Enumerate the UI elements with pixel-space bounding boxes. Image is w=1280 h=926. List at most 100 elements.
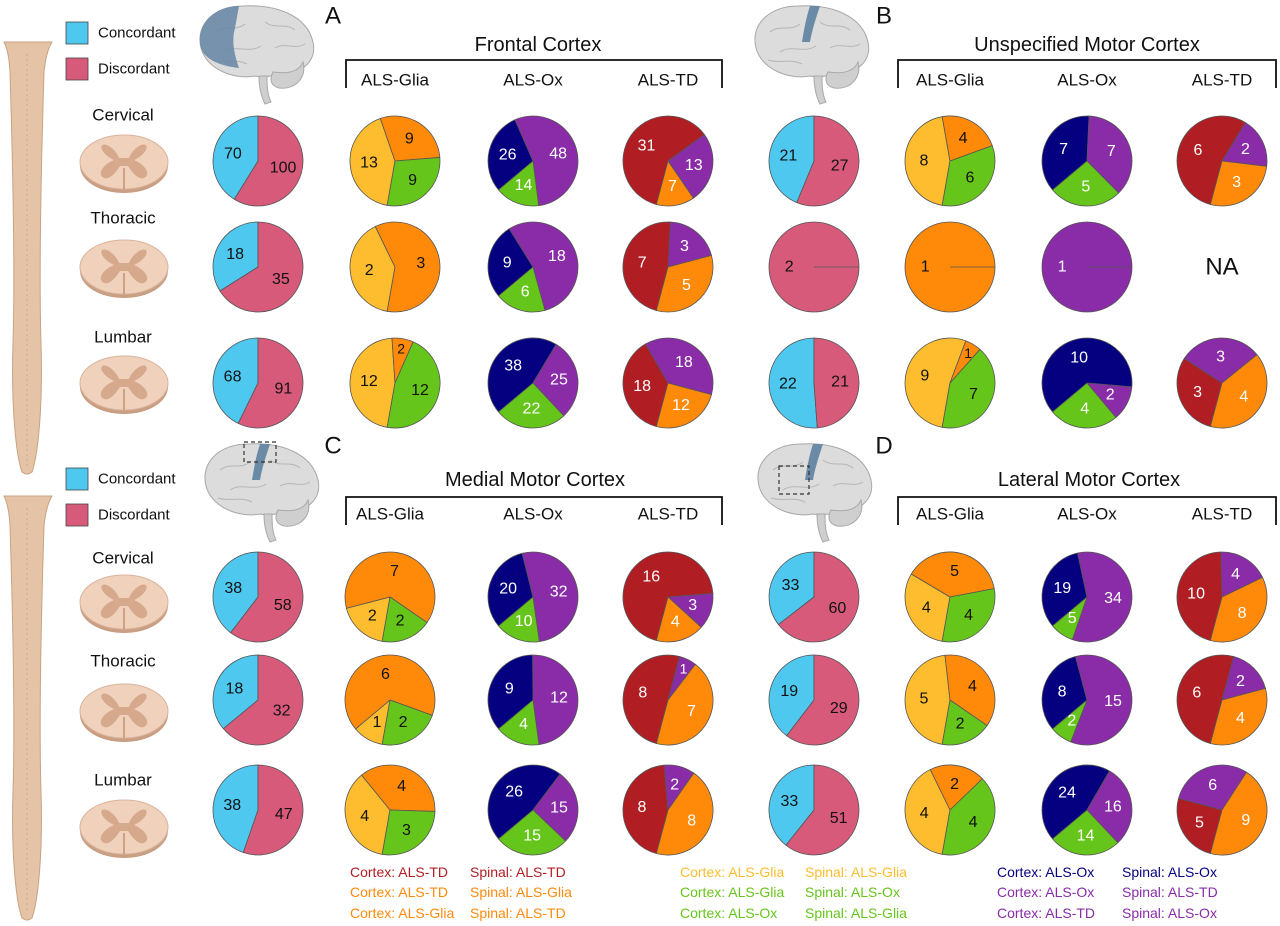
pie-value: 60 [829,600,847,617]
legend-cortex-label: Cortex: ALS-TD [350,884,448,900]
section-commissure [119,158,129,166]
spinal-cross-section [79,134,169,193]
brain-fold [770,497,806,503]
pie-value: 16 [642,568,660,585]
row-label: Cervical [92,106,153,125]
brain-stem [816,513,830,543]
section-commissure [119,823,129,831]
pie-slice [222,654,304,746]
pie-value: 12 [550,690,568,707]
pie-value: 91 [275,380,293,397]
legend-cortex-label: Cortex: ALS-Glia [350,905,454,921]
column-header: ALS-TD [638,71,698,90]
subtype-pie-glia: 1 6 2 [344,654,436,746]
concordance-pie: 33 60 [768,551,860,643]
legend-spinal-label: Spinal: ALS-Glia [805,905,907,921]
subtype-pie-td: 31 13 7 [622,115,714,207]
spinal-cross-section [79,574,169,633]
pie-value: 6 [1194,142,1203,159]
pie-value: 27 [831,158,849,175]
pie-value: 16 [1104,798,1122,815]
subtype-pie-ox: 38 25 22 [487,337,579,429]
legend-spinal-label: Spinal: ALS-TD [470,864,566,880]
pie-slice [1041,337,1133,413]
pie-slice [1041,552,1088,627]
brain-cerebellum [825,60,860,89]
pie-slice [498,809,566,856]
pie-value: 6 [1192,685,1201,702]
pie-value: 6 [521,283,530,300]
pie-value: 8 [687,813,696,830]
pie-slice [941,778,996,856]
brain-illustrations [199,5,873,543]
pie-value: 4 [920,805,929,822]
legend-cortex-label: Cortex: ALS-Ox [680,905,777,921]
section-commissure [119,263,129,271]
pie-value: 7 [1059,141,1068,158]
header-bracket [345,496,723,525]
pie-slice [532,773,579,842]
legend-spinal-label: Spinal: ALS-Glia [805,864,907,880]
pie-value: 7 [1107,143,1116,160]
pie-slice [655,160,694,207]
pie-slice [514,115,579,207]
panel-b: B Unspecified Motor Cortex ALS-Glia ALS-Ox A… [768,3,1277,429]
pie-slice [904,116,951,206]
pie-slice [487,764,561,840]
row-label: Thoracic [90,652,156,671]
subtype-legend-group: Cortex: ALS-Glia Spinal: ALS-Glia Cortex: … [680,864,907,921]
pie-value: 15 [523,828,541,845]
pie-slice [1176,797,1223,854]
pie-value: 4 [1231,566,1240,583]
panel-letter: C [324,433,341,460]
pie-slice [381,699,433,746]
spinal-cord-illustrations [3,41,53,921]
pie-value: 2 [670,776,679,793]
column-header: ALS-TD [638,505,698,524]
pie-value: 18 [675,354,693,371]
pie-slice [1176,551,1223,641]
pie-value: 8 [638,799,647,816]
pie-slice [655,254,714,313]
concordance-pie: 21 27 [768,115,860,207]
pie-slice [1183,337,1258,384]
pie-value: 38 [223,797,241,814]
brain-stem [263,513,277,543]
brain-fold [269,459,301,469]
pie-value: 2 [1106,387,1115,404]
pie-slice [344,654,436,730]
pie-slice [1070,654,1133,746]
pie-slice [349,226,396,312]
pie-value: 5 [950,563,959,580]
legend-cortex-label: Cortex: ALS-Glia [680,864,784,880]
pie-slice [349,337,396,428]
panel-title: Lateral Motor Cortex [998,469,1180,491]
pie-slice [622,343,669,427]
concordance-legend: Concordant Discordant [65,21,176,81]
brain-fold [819,21,851,31]
legend-spinal-label: Spinal: ALS-Glia [470,884,572,900]
spinal-cross-section [79,239,169,298]
pie-value: 4 [969,814,978,831]
brain-fold [832,481,864,487]
subtype-pie-ox: 8 15 2 [1041,654,1133,746]
subtype-pie-ox: 10 24 [1041,337,1133,429]
pie-value: 4 [1080,401,1089,418]
header-bracket [897,59,1277,88]
pie-value: 4 [360,808,369,825]
pie-value: 4 [519,716,528,733]
panel-letter: A [325,3,341,30]
pie-slice [622,764,669,854]
section-grey-matter-right [128,249,148,284]
pie-slice [667,221,712,268]
pie-value: 18 [226,246,244,263]
subtype-pie-td: 7 3 5 [622,221,714,313]
subtype-pie-ox: 1 [1041,221,1133,313]
subtype-pie-ox: 9 18 6 [487,221,579,313]
pie-value: 2 [399,714,408,731]
pie-slice [1041,656,1088,730]
column-header: ALS-Ox [503,505,563,524]
pie-slice [532,344,579,417]
section-grey-matter-right [128,144,148,179]
